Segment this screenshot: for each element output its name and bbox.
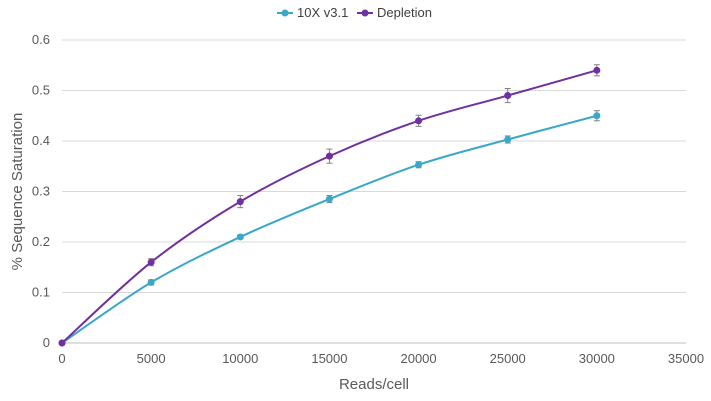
legend-marker — [281, 9, 289, 17]
data-point — [593, 112, 601, 120]
legend-label: 10X v3.1 — [297, 5, 348, 20]
data-point — [415, 117, 423, 125]
legend: 10X v3.1 Depletion — [277, 5, 432, 20]
data-point — [325, 152, 333, 160]
series-1 — [58, 64, 601, 347]
y-tick-label: 0.4 — [32, 133, 50, 148]
y-tick-label: 0.2 — [32, 234, 50, 249]
data-point — [415, 161, 423, 169]
legend-label: Depletion — [377, 5, 432, 20]
data-point — [147, 258, 155, 266]
grid — [62, 39, 686, 293]
series-line — [61, 69, 598, 344]
y-tick-label: 0.6 — [32, 32, 50, 47]
x-tick-label: 25000 — [490, 351, 526, 366]
legend-item-1: Depletion — [357, 5, 432, 20]
series-0 — [58, 110, 601, 347]
y-tick-label: 0 — [43, 335, 50, 350]
data-point — [58, 339, 66, 347]
y-axis-title: % Sequence Saturation — [9, 113, 26, 271]
x-tick-label: 0 — [58, 351, 65, 366]
data-point — [325, 195, 333, 203]
x-tick-label: 10000 — [222, 351, 258, 366]
data-point — [236, 198, 244, 206]
series-group — [58, 64, 601, 347]
x-tick-label: 15000 — [311, 351, 347, 366]
data-point — [147, 278, 155, 286]
data-point — [593, 66, 601, 74]
x-tick-label: 35000 — [668, 351, 704, 366]
y-tick-label: 0.3 — [32, 184, 50, 199]
x-axis-title: Reads/cell — [339, 376, 409, 393]
legend-marker — [361, 9, 369, 17]
legend-item-0: 10X v3.1 — [277, 5, 348, 20]
data-point — [236, 233, 244, 241]
y-tick-label: 0.5 — [32, 83, 50, 98]
y-tick-label: 0.1 — [32, 285, 50, 300]
x-tick-label: 30000 — [579, 351, 615, 366]
x-tick-label: 5000 — [137, 351, 166, 366]
x-tick-label: 20000 — [400, 351, 436, 366]
axes: 0 0.1 0.2 0.3 0.4 0.5 0.6 0 5000 10000 15000 20000 2… — [32, 32, 704, 366]
data-point — [504, 135, 512, 143]
data-point — [504, 92, 512, 100]
